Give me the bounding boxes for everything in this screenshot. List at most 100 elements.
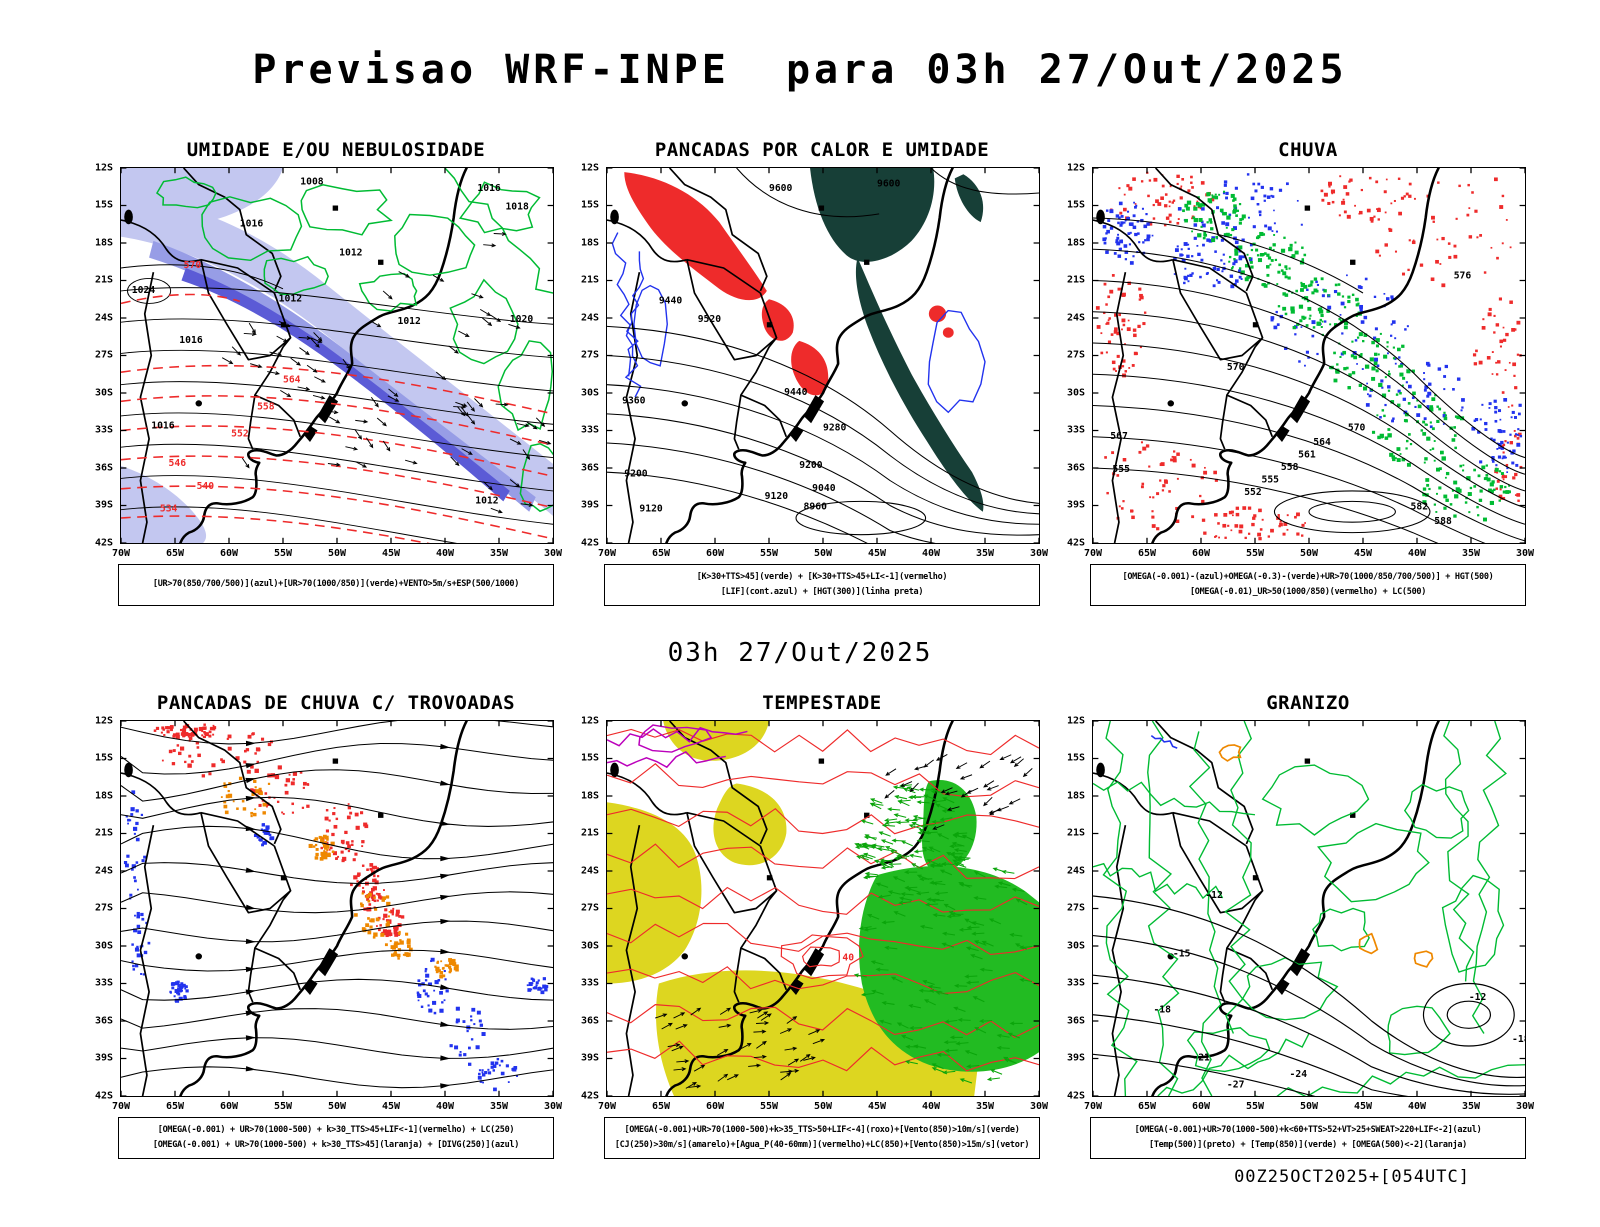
contour-label: 40 [842,953,854,964]
lat-label: 36S [1066,1015,1085,1027]
contour-label: 1016 [477,183,501,194]
legend-box: [OMEGA(-0.001)-(azul)+OMEGA(-0.3)-(verde… [1090,563,1526,606]
lat-label: 42S [94,537,113,549]
contour-label: -18 [1153,1005,1171,1016]
lat-label: 30S [1066,940,1085,952]
lat-label: 39S [580,499,599,511]
lat-label: 36S [1066,462,1085,474]
run-timestamp: 00Z25OCT2025+[054UTC] [1234,1166,1470,1187]
contour-label: 9440 [659,295,683,306]
lon-label: 35W [1461,547,1481,559]
contour-label: 582 [1411,502,1429,513]
contour-label: 1020 [510,314,534,325]
lat-label: 30S [94,387,113,399]
contour-label: -24 [1290,1069,1308,1080]
legend-line: [OMEGA(-0.001)+UR>70(1000-500)+k>35_TTS>… [624,1124,1020,1135]
lat-label: 39S [580,1052,599,1064]
contour-label: 1012 [475,495,498,506]
map-canvas-granizo: -12 -15 -18 -21 -24 -27 -12 -18 [1093,720,1525,1096]
contour-label: 9600 [877,179,901,190]
lat-axis: 12S 15S 18S 21S 24S 27S 30S 33S 36S 39S 42S [571,162,603,548]
lon-label: 65W [165,547,185,559]
contour-label: 9520 [698,314,722,325]
lon-label: 55W [759,1100,779,1112]
legend-box: [OMEGA(-0.001)+UR>70(1000-500)+k<60+TTS>… [1090,1116,1526,1159]
lat-label: 39S [94,499,113,511]
lat-label: 27S [580,902,599,914]
lon-label: 65W [1137,547,1157,559]
panel-title-pancadas-calor: PANCADAS POR CALOR E UMIDADE [654,138,990,161]
lat-label: 24S [94,312,113,324]
contour-label: 9200 [624,468,648,479]
lon-label: 50W [813,547,833,559]
lat-label: 33S [580,977,599,989]
lon-label: 60W [219,547,239,559]
lat-label: 27S [94,902,113,914]
contour-label: -12 [1469,992,1487,1003]
lat-label: 42S [580,1090,599,1102]
contour-label: -18 [1512,1034,1525,1045]
lat-label: 33S [1066,977,1085,989]
lat-label: 27S [1066,902,1085,914]
contour-label: 1012 [279,293,302,304]
lon-label: 70W [111,1100,131,1112]
contour-label: 546 [169,458,187,469]
lat-label: 18S [94,237,113,249]
legend-line: [OMEGA(-0.001)+UR>70(1000-500)+k<60+TTS>… [1134,1124,1482,1135]
lon-label: 60W [705,547,725,559]
map-tempestade: 40 12S 15S 18S 21S 24S 27S 30S 33S 36S 39S 42S 70W… [581,715,1048,1112]
contour-label: 1024 [132,285,156,296]
bottom-row: PANCADAS DE CHUVA C/ TROVOADAS 12S 15S 18S… [0,692,1600,1159]
lat-label: 24S [580,865,599,877]
lon-label: 70W [111,547,131,559]
lat-axis: 12S 15S 18S 21S 24S 27S 30S 33S 36S 39S 42S [85,715,117,1101]
lon-label: 55W [273,547,293,559]
lon-label: 65W [165,1100,185,1112]
page-title: Previsao WRF-INPE para 03h 27/Out/2025 [252,46,1348,93]
contour-label: 9120 [639,504,663,515]
lat-label: 33S [580,424,599,436]
lat-label: 36S [580,462,599,474]
lon-label: 35W [489,1100,509,1112]
legend-line: [Temp(500)](preto) + [Temp(850)](verde) … [1149,1139,1467,1150]
legend-box: [UR>70(850/700/500)](azul)+[UR>70(1000/8… [118,563,554,606]
contour-label: 564 [1313,437,1331,448]
lon-label: 35W [489,547,509,559]
lon-label: 70W [1083,547,1103,559]
lon-label: 65W [651,1100,671,1112]
panel-pancadas-trovoadas: PANCADAS DE CHUVA C/ TROVOADAS 12S 15S 18S… [86,692,562,1159]
contour-label: 561 [1298,450,1316,461]
map-canvas-pancadas-calor: 9600 9600 9440 9520 9360 9440 9280 9200 9120 9040… [607,167,1039,543]
legend-line: [UR>70(850/700/500)](azul)+[UR>70(1000/8… [152,579,520,590]
map-pancadas-calor: 9600 9600 9440 9520 9360 9440 9280 9200 9120 9040… [581,162,1048,559]
map-granizo: -12 -15 -18 -21 -24 -27 -12 -18 12S 15S 18S 21S 24S… [1067,715,1534,1112]
lon-label: 30W [543,547,563,559]
lat-label: 33S [94,424,113,436]
lat-label: 12S [580,715,599,727]
map-pancadas-trovoadas: 12S 15S 18S 21S 24S 27S 30S 33S 36S 39S 42S 70W 65W… [95,715,562,1112]
lat-label: 12S [94,162,113,174]
lon-label: 40W [435,1100,455,1112]
lon-label: 40W [1407,1100,1427,1112]
lon-label: 60W [705,1100,725,1112]
top-row: UMIDADE E/OU NEBULOSIDADE 1008 1016 1012 10… [0,139,1600,606]
contour-label: 540 [197,481,215,492]
lon-label: 60W [1191,547,1211,559]
lon-label: 45W [381,1100,401,1112]
lat-label: 15S [1066,199,1085,211]
lat-label: 42S [1066,1090,1085,1102]
lon-label: 60W [219,1100,239,1112]
contour-label: 552 [231,429,249,440]
contour-label: -27 [1227,1080,1245,1091]
contour-label: 576 [1454,270,1472,281]
lat-label: 39S [1066,499,1085,511]
contour-label: 1016 [151,420,175,431]
lat-label: 36S [94,462,113,474]
lon-label: 35W [1461,1100,1481,1112]
lon-label: 45W [381,547,401,559]
lat-label: 21S [580,827,599,839]
panel-tempestade: TEMPESTADE 40 12S 15S 18S 21S 24S 27S 30S 33S 36… [572,692,1048,1159]
lat-label: 24S [94,865,113,877]
contour-label: -21 [1192,1053,1210,1064]
legend-line: [OMEGA(-0.001) + UR>70(1000-500) + k>30_… [157,1124,515,1135]
